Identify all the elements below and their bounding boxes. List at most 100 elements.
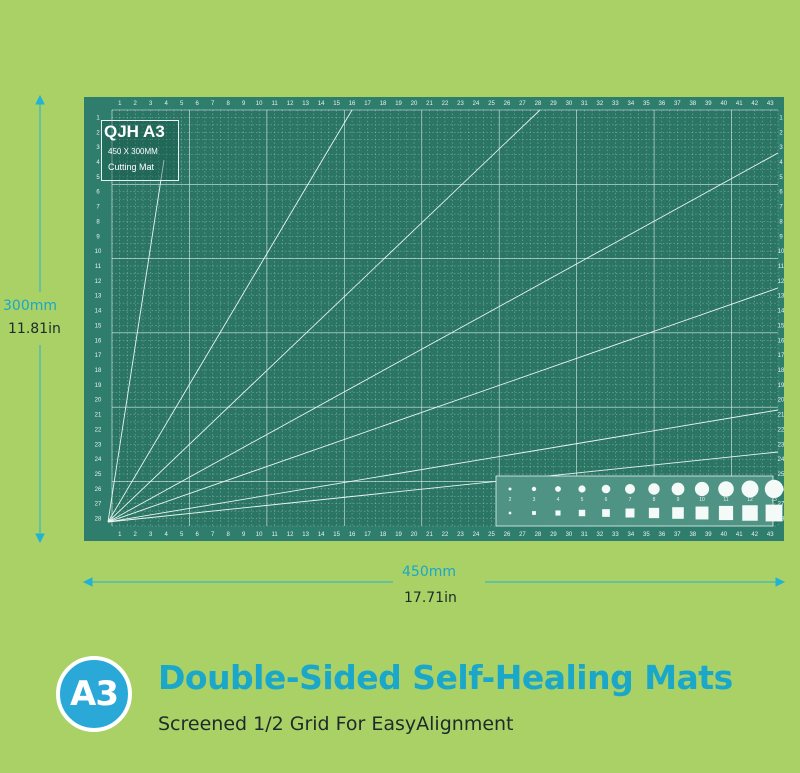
ruler-number: 24 [473,101,480,107]
circle-template: 2 3 4 5 6 7 8 9 10 11 12 13 [508,479,784,503]
ruler-number: 29 [550,101,557,107]
ruler-number: 12 [287,532,294,538]
ruler-number: 22 [95,427,102,433]
ruler-number: 32 [597,101,604,107]
template-square [578,509,586,517]
ruler-number: 34 [628,101,635,107]
ruler-number: 20 [411,101,418,107]
ruler-number: 3 [96,145,100,151]
ruler-number: 38 [689,532,696,538]
ruler-number: 1 [779,115,783,121]
angle-line [107,109,353,523]
ruler-number: 12 [287,101,294,107]
ruler-number: 6 [779,190,783,196]
angle-line [107,287,779,523]
ruler-number: 6 [196,532,200,538]
ruler-number: 8 [96,219,100,225]
ruler-number: 27 [95,502,102,508]
ruler-number: 23 [457,101,464,107]
ruler-number: 8 [226,532,230,538]
ruler-number: 21 [95,413,102,419]
ruler-number: 15 [778,323,785,329]
ruler-number: 17 [364,101,371,107]
ruler-number: 14 [95,309,102,315]
ruler-number: 10 [778,249,785,255]
template-circle [601,484,611,494]
template-square [508,511,512,515]
ruler-number: 15 [95,323,102,329]
ruler-number: 28 [95,517,102,523]
ruler-number: 34 [628,532,635,538]
ruler-number: 13 [95,294,102,300]
ruler-number: 19 [395,532,402,538]
ruler-number: 23 [457,532,464,538]
ruler-number: 9 [779,234,783,240]
ruler-number: 19 [395,101,402,107]
ruler-number: 16 [349,101,356,107]
square-template [508,504,783,522]
ruler-number: 7 [211,532,215,538]
mat-label-box: QJH A3 450 X 300MM Cutting Mat [101,120,179,181]
ruler-number: 18 [380,532,387,538]
template-square [742,505,758,521]
ruler-number: 15 [333,101,340,107]
template-circle [625,484,635,494]
ruler-number: 11 [778,264,785,270]
ruler-number: 1 [96,115,100,121]
ruler-number: 3 [149,532,153,538]
ruler-number: 7 [779,205,783,211]
ruler-number: 38 [689,101,696,107]
ruler-number: 29 [550,532,557,538]
ruler-number: 5 [180,532,184,538]
subheadline: Screened 1/2 Grid For EasyAlignment [158,713,514,735]
ruler-number: 23 [95,442,102,448]
ruler-number: 3 [149,101,153,107]
right-ruler-numbers: 1234567891011121314151617181920212223242… [778,115,785,522]
width-mm-label: 450mm [402,564,456,580]
ruler-number: 20 [778,398,785,404]
ruler-number: 2 [779,130,783,136]
ruler-number: 13 [778,294,785,300]
template-circle-label: 7 [629,497,632,503]
ruler-number: 35 [643,532,650,538]
template-circle [741,480,759,498]
left-ruler-numbers: 1234567891011121314151617181920212223242… [95,115,102,522]
ruler-number: 42 [751,532,758,538]
ruler-number: 24 [95,457,102,463]
ruler-number: 11 [95,264,102,270]
template-circle-label: 2 [509,497,512,503]
ruler-number: 31 [581,101,588,107]
ruler-number: 21 [778,413,785,419]
ruler-number: 22 [442,532,449,538]
template-square [718,505,734,521]
ruler-number: 8 [779,219,783,225]
template-circle [671,482,685,496]
ruler-number: 41 [736,101,743,107]
template-circle-label: 5 [581,497,584,503]
ruler-number: 33 [612,532,619,538]
ruler-number: 19 [778,383,785,389]
template-square [532,511,536,515]
ruler-number: 2 [134,532,138,538]
ruler-number: 41 [736,532,743,538]
ruler-number: 14 [318,101,325,107]
ruler-number: 27 [519,532,526,538]
ruler-number: 4 [165,101,169,107]
template-circle [531,486,537,492]
ruler-number: 22 [442,101,449,107]
template-circle [764,479,784,499]
size-badge: A3 [56,656,132,732]
height-mm-label: 300mm [3,298,57,314]
ruler-number: 26 [504,101,511,107]
ruler-number: 12 [95,279,102,285]
ruler-number: 32 [597,532,604,538]
ruler-number: 2 [96,130,100,136]
ruler-number: 30 [566,101,573,107]
template-circle-label: 10 [699,497,705,503]
ruler-number: 4 [96,160,100,166]
angle-line [107,409,779,523]
template-circle-label: 6 [605,497,608,503]
ruler-number: 40 [720,532,727,538]
template-circle-label: 12 [747,497,753,503]
